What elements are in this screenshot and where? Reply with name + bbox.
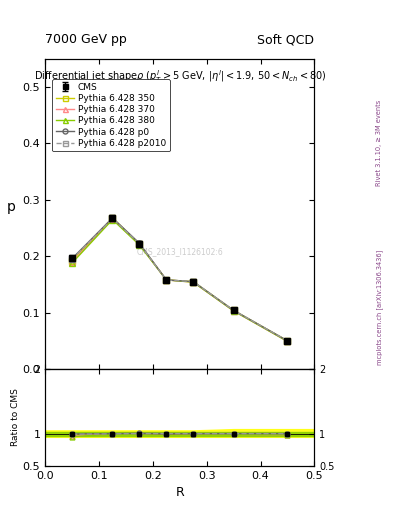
- Text: Rivet 3.1.10, ≥ 3M events: Rivet 3.1.10, ≥ 3M events: [376, 100, 382, 186]
- Pythia 6.428 350: [164, 277, 169, 283]
- Pythia 6.428 350: [231, 307, 236, 313]
- Pythia 6.428 380: [164, 277, 169, 283]
- X-axis label: R: R: [175, 486, 184, 499]
- Line: Pythia 6.428 370: Pythia 6.428 370: [69, 216, 290, 344]
- Pythia 6.428 350: [285, 338, 290, 344]
- Text: mcplots.cern.ch [arXiv:1306.3436]: mcplots.cern.ch [arXiv:1306.3436]: [376, 249, 383, 365]
- Line: Pythia 6.428 380: Pythia 6.428 380: [69, 217, 290, 344]
- Pythia 6.428 p0: [231, 307, 236, 313]
- Legend: CMS, Pythia 6.428 350, Pythia 6.428 370, Pythia 6.428 380, Pythia 6.428 p0, Pyth: CMS, Pythia 6.428 350, Pythia 6.428 370,…: [52, 79, 169, 152]
- Pythia 6.428 p0: [110, 215, 115, 221]
- Pythia 6.428 350: [191, 279, 196, 285]
- Pythia 6.428 350: [110, 215, 115, 221]
- Pythia 6.428 p0: [191, 279, 196, 285]
- Pythia 6.428 370: [231, 308, 236, 314]
- Pythia 6.428 p0: [285, 338, 290, 344]
- Line: Pythia 6.428 p0: Pythia 6.428 p0: [69, 215, 290, 344]
- Pythia 6.428 370: [164, 277, 169, 283]
- Pythia 6.428 p2010: [137, 241, 142, 247]
- Pythia 6.428 p0: [70, 255, 75, 262]
- Pythia 6.428 380: [137, 242, 142, 248]
- Pythia 6.428 370: [285, 338, 290, 345]
- Pythia 6.428 380: [110, 217, 115, 223]
- Pythia 6.428 380: [70, 260, 75, 266]
- Pythia 6.428 370: [137, 241, 142, 247]
- Pythia 6.428 380: [231, 308, 236, 314]
- Pythia 6.428 380: [285, 338, 290, 345]
- Pythia 6.428 p2010: [285, 338, 290, 344]
- Line: Pythia 6.428 350: Pythia 6.428 350: [69, 215, 290, 344]
- Pythia 6.428 350: [70, 258, 75, 264]
- Text: Soft QCD: Soft QCD: [257, 33, 314, 46]
- Pythia 6.428 p0: [164, 277, 169, 283]
- Pythia 6.428 350: [137, 241, 142, 247]
- Pythia 6.428 p2010: [231, 307, 236, 313]
- Pythia 6.428 p2010: [164, 277, 169, 283]
- Pythia 6.428 p2010: [191, 279, 196, 285]
- Y-axis label: Ratio to CMS: Ratio to CMS: [11, 389, 20, 446]
- Pythia 6.428 370: [191, 279, 196, 285]
- Text: 7000 GeV pp: 7000 GeV pp: [45, 33, 127, 46]
- Text: CMS_2013_I1126102:6: CMS_2013_I1126102:6: [136, 247, 223, 255]
- Y-axis label: p: p: [7, 200, 16, 214]
- Pythia 6.428 380: [191, 279, 196, 285]
- Pythia 6.428 p2010: [110, 216, 115, 222]
- Pythia 6.428 p0: [137, 240, 142, 246]
- Line: Pythia 6.428 p2010: Pythia 6.428 p2010: [69, 216, 290, 344]
- Pythia 6.428 p2010: [70, 256, 75, 262]
- Pythia 6.428 370: [70, 259, 75, 265]
- Text: Differential jet shape$\rho$ ($p_T^l$$>$5 GeV, $|\eta^l|$$<$1.9, 50$<$$N_{ch}$$<: Differential jet shape$\rho$ ($p_T^l$$>$…: [33, 68, 326, 85]
- Pythia 6.428 370: [110, 216, 115, 222]
